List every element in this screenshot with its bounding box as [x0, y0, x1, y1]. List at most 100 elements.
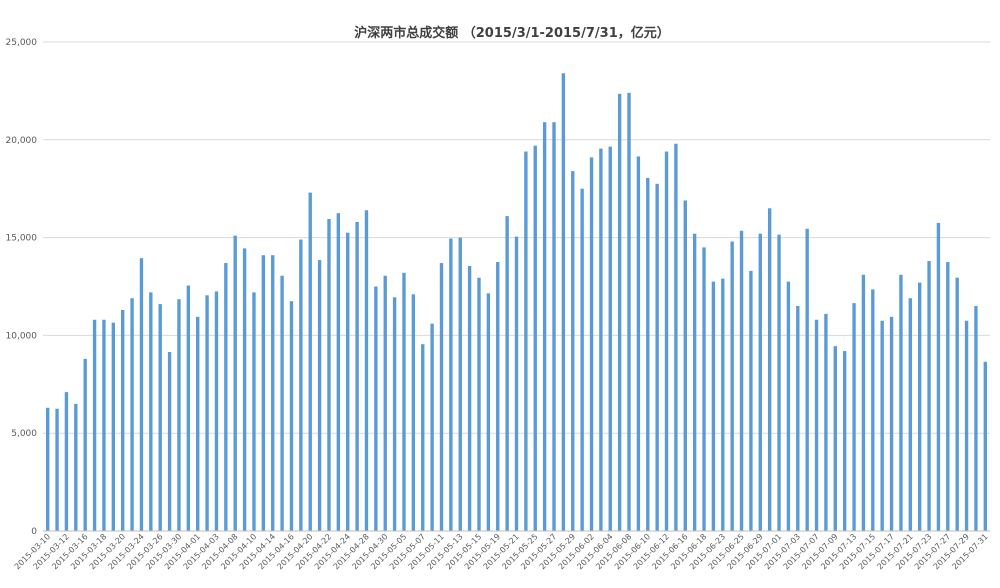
bar — [167, 352, 172, 531]
bar — [889, 316, 894, 531]
bar — [224, 263, 228, 531]
bar — [280, 275, 284, 531]
bar — [599, 148, 603, 531]
bar — [852, 303, 856, 531]
bar — [908, 298, 912, 531]
bar — [758, 233, 762, 531]
bar — [346, 232, 350, 531]
bar — [711, 281, 716, 531]
bar — [102, 319, 106, 531]
bar — [524, 151, 528, 532]
bar — [46, 407, 50, 531]
y-tick-label: 10,000 — [6, 331, 38, 341]
bar — [121, 309, 125, 531]
bar — [955, 277, 959, 531]
bar — [721, 278, 725, 531]
bar — [542, 122, 547, 531]
bar — [467, 265, 472, 531]
bar — [964, 320, 969, 531]
bar — [92, 319, 97, 531]
bar — [55, 408, 59, 531]
bar — [411, 294, 416, 531]
bar — [580, 188, 584, 531]
bar — [355, 221, 359, 531]
bar — [608, 146, 612, 531]
bar — [786, 281, 791, 531]
bar — [186, 285, 191, 531]
bar — [824, 313, 828, 531]
bar — [505, 216, 509, 531]
bar — [683, 200, 687, 531]
bar — [552, 122, 556, 531]
bar — [636, 156, 641, 531]
bar — [196, 316, 200, 531]
bar — [364, 210, 369, 531]
bar — [936, 222, 941, 531]
bar — [317, 260, 322, 531]
bar — [880, 320, 884, 531]
bar — [496, 262, 500, 531]
bar — [486, 293, 491, 531]
bar — [589, 157, 594, 531]
bar — [458, 237, 462, 531]
bar — [130, 298, 134, 531]
bar — [111, 322, 116, 531]
y-tick-label: 15,000 — [6, 234, 38, 244]
y-tick-label: 25,000 — [6, 38, 38, 48]
bar — [533, 145, 537, 532]
bar — [83, 358, 87, 531]
bar — [139, 258, 144, 531]
bar — [421, 344, 425, 531]
bar — [730, 241, 734, 531]
bar — [327, 219, 331, 531]
bar — [402, 272, 406, 531]
bar — [646, 177, 650, 531]
bar — [814, 319, 819, 531]
bar — [392, 297, 397, 531]
bar — [205, 295, 209, 531]
bar — [308, 192, 312, 532]
bar — [477, 277, 481, 531]
bar — [861, 274, 866, 531]
bar — [974, 306, 978, 531]
bar — [805, 228, 809, 532]
bar — [871, 289, 875, 531]
bar — [374, 286, 378, 531]
bar — [674, 143, 678, 531]
bar — [777, 234, 781, 532]
bar — [252, 292, 256, 531]
bar — [383, 275, 387, 531]
bar — [299, 239, 303, 531]
y-tick-label: 20,000 — [6, 136, 38, 146]
bar — [917, 282, 922, 531]
bar — [336, 213, 341, 531]
bar — [833, 346, 837, 531]
bar — [927, 261, 931, 531]
bar — [946, 262, 950, 531]
bar — [749, 270, 753, 531]
bar — [430, 323, 434, 531]
bar — [767, 208, 772, 531]
bar — [177, 299, 181, 531]
bar — [242, 248, 247, 532]
bar — [627, 92, 631, 532]
bar — [64, 392, 69, 531]
bar — [289, 301, 294, 531]
bar — [514, 236, 519, 531]
bar — [655, 183, 659, 531]
chart-title: 沪深两市总成交额 （2015/3/1-2015/7/31，亿元） — [354, 25, 670, 41]
bar — [158, 304, 162, 531]
bar — [214, 291, 219, 531]
bar — [74, 403, 78, 531]
bar — [739, 230, 744, 531]
bar — [983, 361, 987, 531]
x-axis-ticks: 2015-03-102015-03-122015-03-162015-03-18… — [13, 532, 990, 571]
bar — [692, 233, 697, 531]
bar — [261, 255, 266, 531]
y-tick-label: 0 — [31, 527, 37, 537]
bar — [561, 73, 566, 532]
y-tick-label: 5,000 — [11, 429, 37, 439]
bar — [899, 274, 903, 531]
bar — [702, 247, 706, 531]
